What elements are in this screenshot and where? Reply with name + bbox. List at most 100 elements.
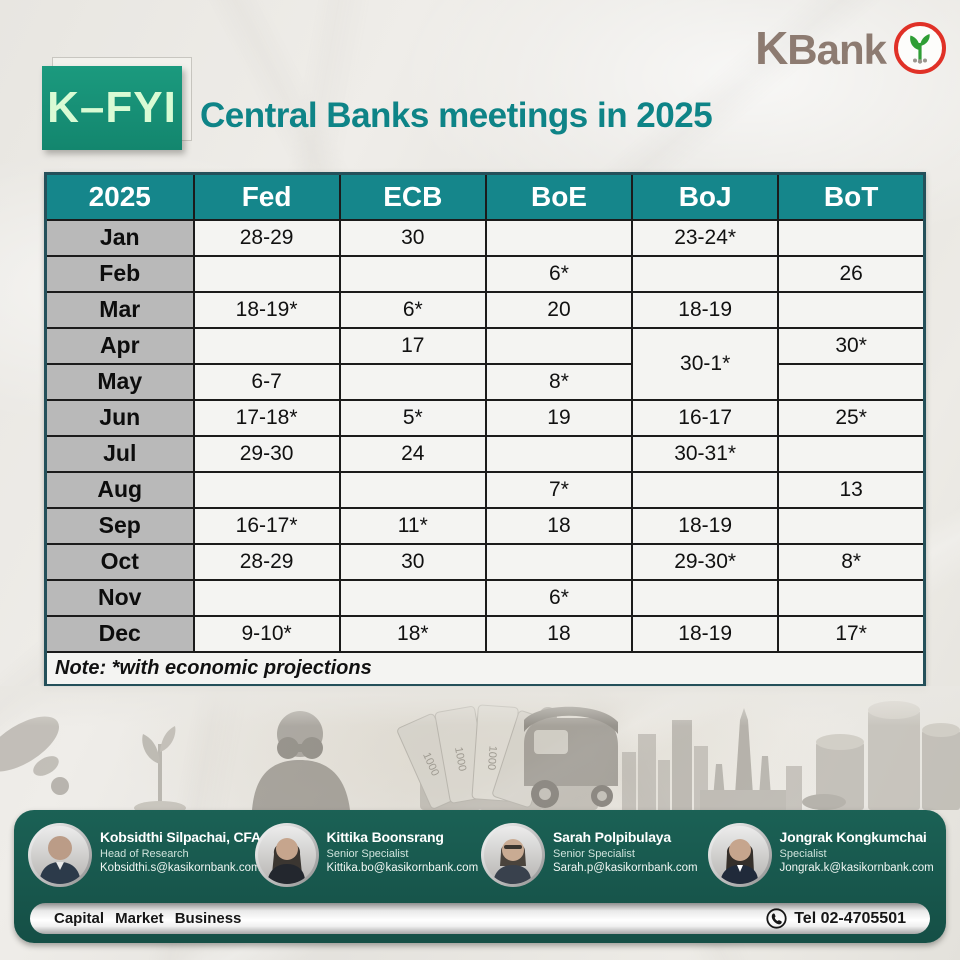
meeting-date-cell: [484, 434, 634, 473]
meeting-date-cell: 13: [777, 470, 926, 509]
kfyi-badge-wrap: K–FYI: [42, 57, 192, 150]
table-row: Oct 28-29 30 29-30* 8*: [44, 542, 926, 581]
meeting-date-cell: 6*: [484, 254, 634, 293]
table-body: Jan 28-29 30 23-24* Feb 6* 26 Mar 18-19* 6* 20 18-1…: [44, 218, 926, 653]
meeting-date-cell: [338, 578, 487, 617]
meeting-date-cell: [631, 578, 780, 617]
month-cell: Aug: [44, 470, 195, 509]
telephone[interactable]: Tel 02-4705501: [766, 908, 906, 929]
col-header-boe: BoE: [484, 172, 634, 221]
contact-email[interactable]: Kobsidthi.s@kasikornbank.com: [100, 862, 261, 874]
collage-strip: 1000 1000 1000: [0, 686, 960, 810]
meeting-date-cell: 6*: [484, 578, 634, 617]
central-banks-table: 2025 Fed ECB BoE BoJ BoT Jan 28-29 30 23-24…: [44, 172, 926, 687]
meeting-date-cell: [338, 254, 487, 293]
contact-kittika: Kittika Boonsrang Senior Specialist Kitt…: [254, 823, 482, 887]
telephone-label: Tel 02-4705501: [794, 909, 906, 927]
contact-jongrak: Jongrak Kongkumchai Specialist Jongrak.k…: [707, 823, 935, 887]
meeting-date-cell: 6-7: [192, 362, 341, 401]
kbank-sprout-icon: [894, 22, 946, 74]
meeting-date-cell: [777, 434, 926, 473]
table-row: Aug 7* 13: [44, 470, 926, 509]
table-header-row: 2025 Fed ECB BoE BoJ BoT: [44, 172, 926, 221]
meeting-date-cell: 18-19: [631, 614, 780, 653]
meeting-date-cell: 30: [338, 542, 487, 581]
meeting-date-cell: 18-19*: [192, 290, 341, 329]
month-cell: Mar: [44, 290, 195, 329]
avatar: [254, 823, 319, 887]
month-cell: Jul: [44, 434, 195, 473]
meeting-date-cell: 18: [484, 506, 634, 545]
meeting-date-cell: [338, 470, 487, 509]
meeting-date-cell: [631, 470, 780, 509]
table-row: Nov 6*: [44, 578, 926, 617]
contact-email[interactable]: Kittika.bo@kasikornbank.com: [326, 862, 479, 874]
month-cell: Jan: [44, 218, 195, 257]
meeting-date-cell: 30*: [777, 326, 926, 365]
table-row: Mar 18-19* 6* 20 18-19: [44, 290, 926, 329]
meeting-date-cell: [192, 578, 341, 617]
month-cell: Jun: [44, 398, 195, 437]
meeting-date-cell: [777, 506, 926, 545]
table-row: Sep 16-17* 11* 18 18-19: [44, 506, 926, 545]
note-row: Note: *with economic projections: [44, 650, 926, 686]
meeting-date-cell: 25*: [777, 398, 926, 437]
table-row: Dec 9-10* 18* 18 18-19 17*: [44, 614, 926, 653]
footer-bar: Capital Market Business Tel 02-4705501: [30, 903, 930, 934]
kbank-wordmark-bank: Bank: [787, 26, 887, 73]
month-cell: Nov: [44, 578, 195, 617]
contact-name: Sarah Polpibulaya: [553, 829, 671, 845]
meeting-date-cell: 23-24*: [631, 218, 780, 257]
meeting-date-cell: 18-19: [631, 290, 780, 329]
contact-email[interactable]: Jongrak.k@kasikornbank.com: [779, 862, 934, 874]
meeting-date-cell: 28-29: [192, 542, 341, 581]
contact-role: Specialist: [779, 848, 827, 860]
meeting-date-cell: [631, 254, 780, 293]
hand-coin-art: [0, 716, 69, 795]
table-row: Jan 28-29 30 23-24*: [44, 218, 926, 257]
meeting-date-cell: [192, 326, 341, 365]
meeting-date-cell: [338, 362, 487, 401]
meeting-date-cell: [777, 290, 926, 329]
meeting-date-cell: 9-10*: [192, 614, 341, 653]
meeting-date-cell: 18*: [338, 614, 487, 653]
col-header-fed: Fed: [192, 172, 341, 221]
month-cell: May: [44, 362, 195, 401]
month-cell: Oct: [44, 542, 195, 581]
meeting-date-cell: 5*: [338, 398, 487, 437]
meeting-date-cell: [192, 254, 341, 293]
col-header-boj: BoJ: [631, 172, 780, 221]
phone-icon: [766, 908, 787, 929]
meeting-date-cell: 30-1*: [631, 326, 780, 401]
meeting-date-cell: [777, 578, 926, 617]
contact-role: Senior Specialist: [553, 848, 635, 860]
meeting-date-cell: 17*: [777, 614, 926, 653]
meeting-date-cell: 29-30*: [631, 542, 780, 581]
table-row: Jun 17-18* 5* 19 16-17 25*: [44, 398, 926, 437]
meeting-date-cell: 26: [777, 254, 926, 293]
contact-email[interactable]: Sarah.p@kasikornbank.com: [553, 862, 698, 874]
table-row: Apr 17 30-1* 30*: [44, 326, 926, 401]
skyline-temple-art: [622, 708, 802, 810]
table-row: Jul 29-30 24 30-31*: [44, 434, 926, 473]
meeting-date-cell: 30-31*: [631, 434, 780, 473]
meeting-date-cell: 28-29: [192, 218, 341, 257]
meeting-date-cell: 8*: [777, 542, 926, 581]
meeting-date-cell: [484, 542, 634, 581]
table-note: Note: *with economic projections: [44, 650, 926, 686]
avatar: [707, 823, 772, 887]
meeting-date-cell: [484, 218, 634, 257]
meeting-date-cell: 17-18*: [192, 398, 341, 437]
svg-text:1000: 1000: [452, 746, 468, 772]
meeting-date-cell: 18-19: [631, 506, 780, 545]
meeting-date-cell: [777, 362, 926, 401]
department-label: Capital Market Business: [54, 910, 242, 927]
plant-art: [134, 726, 186, 810]
col-header-year: 2025: [44, 172, 195, 221]
meeting-date-cell: 30: [338, 218, 487, 257]
meeting-date-cell: 29-30: [192, 434, 341, 473]
contacts-row: Kobsidthi Silpachai, CFA Head of Researc…: [14, 810, 946, 887]
contact-role: Senior Specialist: [326, 848, 409, 860]
svg-text:1000: 1000: [485, 745, 499, 770]
